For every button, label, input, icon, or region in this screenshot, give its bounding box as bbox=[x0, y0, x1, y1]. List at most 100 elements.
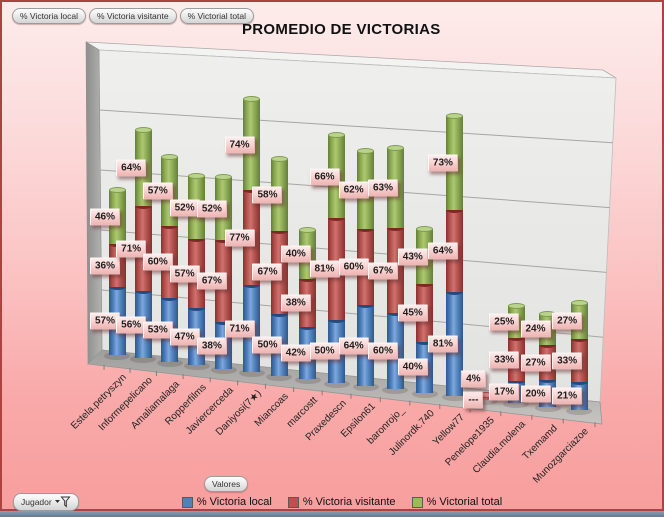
bar-shadow bbox=[441, 393, 468, 402]
bar-shadow bbox=[210, 365, 237, 374]
data-label-16-series-1: 33% bbox=[552, 352, 583, 370]
bar-shadow bbox=[382, 386, 408, 395]
data-label-16-series-2: 27% bbox=[552, 312, 583, 330]
data-label-12-series-0: 81% bbox=[427, 335, 458, 353]
bar-shadow bbox=[323, 379, 350, 388]
cylinder-top-cap bbox=[134, 126, 152, 133]
data-label-10-series-1: 67% bbox=[367, 262, 399, 280]
gridline-200 bbox=[99, 109, 613, 144]
cylinder-junction-rim bbox=[570, 379, 588, 386]
data-label-0-series-2: 46% bbox=[89, 208, 121, 226]
data-label-0-series-1: 36% bbox=[89, 257, 121, 275]
cylinder-junction-rim bbox=[243, 281, 260, 288]
gridline-100 bbox=[100, 229, 607, 273]
data-label-9-series-1: 60% bbox=[338, 258, 369, 276]
data-label-12-series-2: 73% bbox=[427, 154, 458, 172]
pivot-filter-button-1[interactable]: % Victoria visitante bbox=[88, 8, 177, 24]
cylinder-junction-rim bbox=[270, 310, 288, 317]
bar-shadow bbox=[183, 362, 210, 371]
data-label-6-series-1: 67% bbox=[252, 263, 283, 281]
cylinder-junction-rim bbox=[386, 225, 404, 232]
data-label-2-series-1: 60% bbox=[142, 253, 173, 271]
data-label-15-series-2: 24% bbox=[520, 320, 551, 338]
cylinder-junction-rim bbox=[539, 377, 556, 384]
pivot-filter-button-0[interactable]: % Victoria local bbox=[12, 8, 86, 24]
bar-shadow bbox=[130, 355, 157, 364]
data-label-3-series-0: 47% bbox=[169, 328, 200, 346]
data-label-14-series-2: 25% bbox=[489, 313, 520, 331]
bar-shadow bbox=[472, 396, 499, 405]
cylinder-junction-rim bbox=[539, 342, 556, 349]
cylinder-junction-rim bbox=[299, 276, 317, 283]
cylinder-top-cap bbox=[188, 172, 206, 179]
cylinder-junction-rim bbox=[570, 335, 588, 342]
data-label-1-series-1: 71% bbox=[116, 240, 147, 258]
legend-swatch-0 bbox=[181, 496, 193, 508]
data-label-11-series-2: 43% bbox=[397, 248, 428, 266]
data-label-2-series-2: 57% bbox=[142, 182, 173, 200]
series-filter-buttons: % Victoria local% Victoria visitante% Vi… bbox=[12, 8, 255, 24]
category-axis-ticks bbox=[103, 364, 596, 428]
cylinder-junction-rim bbox=[134, 288, 152, 295]
chart-title: PROMEDIO DE VICTORIAS bbox=[242, 21, 441, 38]
data-label-3-series-1: 57% bbox=[169, 265, 200, 283]
data-label-14-series-0: 17% bbox=[489, 383, 520, 401]
data-label-4-series-2: 52% bbox=[196, 200, 227, 218]
cylinder-top-cap bbox=[446, 112, 464, 119]
filter-funnel-icon bbox=[54, 496, 71, 508]
cylinder-junction-rim bbox=[328, 316, 346, 323]
cylinder-junction-rim bbox=[188, 236, 206, 243]
data-label-8-series-0: 50% bbox=[309, 342, 340, 360]
cylinder-junction-rim bbox=[215, 237, 233, 244]
cylinder-top-cap bbox=[416, 226, 434, 233]
cylinder-top-cap bbox=[215, 173, 233, 180]
cylinder-junction-rim bbox=[507, 378, 525, 385]
data-label-3-series-2: 52% bbox=[169, 199, 200, 216]
cylinder-top-cap bbox=[386, 145, 404, 152]
cylinder-junction-rim bbox=[270, 227, 288, 234]
cylinder-top-cap bbox=[357, 148, 375, 155]
data-label-11-series-0: 40% bbox=[397, 358, 428, 376]
cylinder-junction-rim bbox=[328, 215, 346, 222]
data-label-9-series-0: 64% bbox=[338, 337, 369, 355]
data-label-15-series-1: 27% bbox=[520, 354, 551, 372]
data-label-7-series-2: 40% bbox=[280, 245, 311, 263]
cylinder-junction-rim bbox=[215, 319, 233, 326]
cylinder-top-cap bbox=[570, 300, 588, 307]
data-label-10-series-0: 60% bbox=[367, 342, 399, 360]
bar-shadow bbox=[104, 352, 130, 360]
legend: % Victoria local % Victoria visitante % Vi… bbox=[22, 496, 662, 508]
bar-shadow bbox=[566, 407, 593, 416]
legend-swatch-1 bbox=[287, 496, 299, 508]
cylinder-top-cap bbox=[243, 96, 260, 103]
window-bottom-edge bbox=[0, 511, 664, 517]
data-label-8-series-2: 66% bbox=[309, 168, 340, 186]
data-label-13-series-1: 4% bbox=[461, 370, 486, 388]
data-label-16-series-0: 21% bbox=[552, 387, 583, 405]
cylinder-junction-rim bbox=[161, 222, 179, 229]
bar-shadow bbox=[266, 372, 293, 381]
data-label-4-series-1: 67% bbox=[196, 272, 227, 290]
cylinder-junction-rim bbox=[108, 284, 126, 291]
legend-label-0: % Victoria local bbox=[196, 496, 272, 508]
bar-shadow bbox=[156, 358, 183, 367]
cylinder-junction-rim bbox=[243, 187, 260, 194]
values-field-button[interactable]: Valores bbox=[204, 476, 249, 492]
cylinder-junction-rim bbox=[299, 323, 317, 330]
cylinder-junction-rim bbox=[357, 226, 375, 233]
data-label-9-series-2: 62% bbox=[338, 181, 369, 199]
bar-shadow bbox=[238, 369, 265, 378]
cylinder-junction-rim bbox=[446, 206, 464, 213]
data-label-1-series-2: 64% bbox=[116, 159, 147, 177]
data-label-15-series-0: 20% bbox=[520, 385, 551, 402]
cylinder-top-cap bbox=[328, 132, 346, 139]
cylinder-junction-rim bbox=[446, 289, 464, 296]
jugador-field-button[interactable]: Jugador bbox=[13, 493, 79, 511]
data-label-6-series-0: 50% bbox=[252, 336, 283, 354]
cylinder-junction-rim bbox=[416, 338, 434, 345]
pivot-filter-button-2[interactable]: % Victorial total bbox=[179, 8, 255, 24]
data-label-6-series-2: 58% bbox=[252, 186, 283, 204]
data-label-11-series-1: 45% bbox=[397, 304, 428, 322]
data-label-7-series-1: 38% bbox=[280, 294, 311, 312]
data-label-12-series-1: 64% bbox=[427, 242, 458, 260]
